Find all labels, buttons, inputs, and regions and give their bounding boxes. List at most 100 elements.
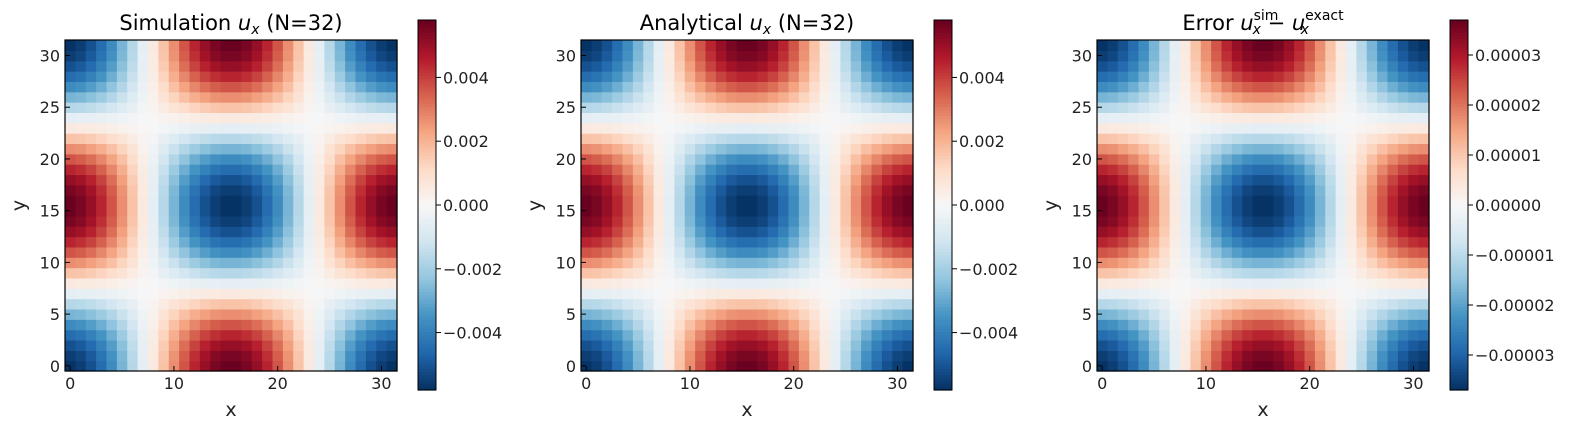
heatmap-cell: [314, 205, 325, 217]
heatmap-cell: [1117, 298, 1129, 310]
heatmap-cell: [1377, 60, 1389, 72]
heatmap-cell: [767, 40, 779, 51]
heatmap-cell: [1148, 257, 1160, 269]
x-tick-label: 30: [371, 374, 391, 393]
colorbar-segment: [1450, 229, 1468, 234]
heatmap-cell: [767, 339, 779, 351]
y-tick-label: 0: [50, 357, 60, 376]
heatmap-cell: [695, 329, 707, 341]
heatmap-cell: [902, 102, 914, 113]
colorbar-segment: [418, 23, 436, 27]
heatmap-cell: [1117, 339, 1129, 351]
heatmap-cell: [788, 298, 800, 310]
heatmap-cell: [767, 195, 779, 207]
heatmap-cell: [1159, 102, 1171, 113]
heatmap-cell: [1128, 81, 1140, 93]
heatmap-cell: [1242, 277, 1254, 289]
heatmap-cell: [684, 40, 696, 51]
heatmap-cell: [345, 81, 357, 93]
colorbar-segment: [1450, 322, 1468, 326]
heatmap-cell: [643, 267, 655, 279]
heatmap-cell: [622, 50, 634, 62]
heatmap-cell: [65, 71, 76, 82]
heatmap-cell: [705, 319, 717, 331]
heatmap-cell: [1117, 40, 1129, 51]
colorbar-segment: [934, 134, 952, 138]
heatmap-cell: [1211, 246, 1223, 258]
heatmap-cell: [179, 308, 191, 320]
heatmap-cell: [386, 102, 398, 113]
heatmap-cell: [1190, 174, 1202, 186]
heatmap-cell: [210, 60, 222, 72]
heatmap-cell: [798, 91, 810, 103]
colorbar-segment: [1450, 371, 1468, 376]
heatmap-cell: [1107, 308, 1119, 320]
heatmap-cell: [1117, 267, 1129, 279]
heatmap-cell: [1128, 308, 1140, 320]
heatmap-cell: [788, 236, 800, 248]
heatmap-cell: [819, 246, 831, 258]
heatmap-cell: [1138, 350, 1150, 362]
heatmap-cell: [272, 215, 284, 227]
heatmap-cell: [1128, 40, 1140, 51]
heatmap-cell: [210, 339, 222, 351]
heatmap-cell: [116, 133, 128, 145]
heatmap-cell: [715, 298, 727, 310]
heatmap-cell: [272, 164, 284, 176]
heatmap-cell: [861, 257, 873, 269]
y-tick-label: 15: [40, 202, 60, 221]
heatmap-cell: [736, 164, 748, 176]
heatmap-cell: [386, 112, 398, 124]
heatmap-cell: [303, 184, 315, 196]
heatmap-cell: [1211, 329, 1223, 341]
colorbar-segment: [418, 235, 436, 240]
heatmap-cell: [1107, 195, 1119, 207]
heatmap-cell: [1180, 215, 1191, 227]
heatmap-cell: [1387, 226, 1399, 238]
heatmap-cell: [106, 339, 118, 351]
heatmap-cell: [1325, 60, 1337, 72]
colorbar-segment: [1450, 192, 1468, 197]
heatmap-cell: [1408, 339, 1420, 351]
heatmap-cell: [96, 40, 108, 51]
heatmap-cell: [1346, 267, 1357, 279]
colorbar-tick-label: 0.00000: [1475, 196, 1541, 215]
heatmap-cell: [65, 226, 76, 238]
heatmap-cell: [1200, 246, 1212, 258]
heatmap-cell: [1148, 71, 1160, 82]
heatmap-cell: [767, 215, 779, 227]
heatmap-cell: [819, 308, 831, 320]
heatmap-cell: [220, 288, 232, 300]
heatmap-cell: [199, 205, 211, 217]
heatmap-cell: [757, 257, 769, 269]
heatmap-cell: [158, 81, 170, 93]
heatmap-cell: [1169, 50, 1181, 62]
heatmap-cell: [1335, 360, 1347, 372]
heatmap-cell: [830, 319, 841, 331]
heatmap-cell: [757, 195, 769, 207]
heatmap-cell: [1180, 308, 1191, 320]
heatmap-cell: [861, 215, 873, 227]
colorbar-segment: [1450, 214, 1468, 218]
heatmap-cell: [1097, 122, 1108, 134]
heatmap-cell: [75, 122, 87, 134]
heatmap-cell: [251, 60, 263, 72]
heatmap-cell: [1387, 298, 1399, 310]
heatmap-cell: [653, 71, 665, 82]
heatmap-cell: [726, 288, 738, 300]
colorbar-segment: [934, 115, 952, 120]
heatmap-cell: [262, 319, 274, 331]
colorbar-segment: [1450, 186, 1468, 191]
heatmap-cell: [262, 60, 274, 72]
heatmap-cell: [75, 215, 87, 227]
heatmap-cell: [1190, 153, 1202, 165]
heatmap-cell: [386, 91, 398, 103]
heatmap-cell: [581, 350, 592, 362]
heatmap-cell: [861, 288, 873, 300]
heatmap-cell: [1418, 50, 1430, 62]
heatmap-cell: [1231, 236, 1243, 248]
heatmap-cell: [85, 226, 97, 238]
heatmap-cell: [1097, 184, 1108, 196]
heatmap-cell: [314, 226, 325, 238]
heatmap-cell: [819, 360, 831, 372]
